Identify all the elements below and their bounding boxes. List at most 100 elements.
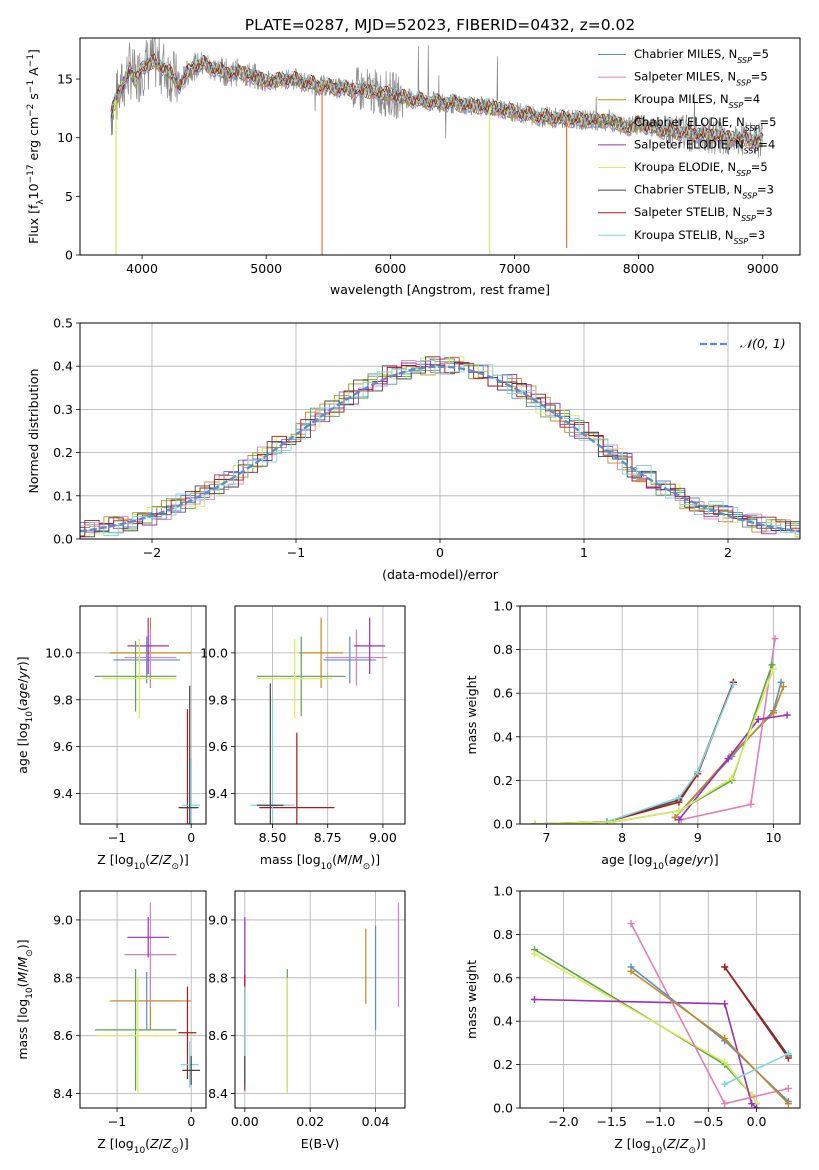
- legend-entry: 𝒩(0, 1): [740, 336, 786, 351]
- age-vs-Z-plot-area: [94, 617, 201, 824]
- errorbar-point-ke: [257, 638, 333, 719]
- y-axis-label: Flux [fλ10−17 erg cm−2 s−1 A−1]: [26, 49, 46, 244]
- y-tick-label: 10.0: [200, 645, 228, 660]
- mass-vs-EBV-plot-area: [244, 902, 400, 1094]
- weight-marker: [721, 1080, 729, 1088]
- y-tick-label: 10: [57, 130, 73, 145]
- weight-marker: [627, 920, 635, 928]
- weight-marker: [721, 1000, 729, 1008]
- weight-marker: [627, 967, 635, 975]
- x-tick-label: 9: [694, 830, 702, 845]
- x-axis-label: Z [log10(Z/Z⊙)]: [97, 852, 189, 872]
- x-axis-label: age [log10(age/yr)]: [601, 852, 718, 872]
- weight-line: [724, 966, 790, 1059]
- x-tick-label: 8: [618, 830, 626, 845]
- weight-line: [678, 714, 788, 821]
- residual-histogram-ss: [80, 362, 800, 537]
- x-tick-label: −0.5: [693, 1114, 723, 1129]
- mass-vs-Z-plot-area: [94, 902, 201, 1094]
- weight-marker: [748, 1100, 756, 1108]
- errorbar-point-ce: [257, 636, 346, 717]
- weight-line: [681, 638, 776, 821]
- residuals-panel: −2 −1 0 1 2 0.0 0.1 0.2 0.3 0.4 0.5 𝒩(0, 1) (data-mo…: [26, 316, 801, 582]
- y-axis-label: age [log10(age/yr)]: [15, 656, 35, 773]
- x-tick-label: 10: [766, 830, 782, 845]
- weight-series-km: [627, 967, 792, 1108]
- x-tick-label: 8.50: [259, 830, 287, 845]
- x-tick-label: 4000: [126, 261, 158, 276]
- y-tick-label: 0.0: [53, 532, 73, 547]
- axes-frame: [519, 890, 801, 1109]
- weight-marker: [747, 800, 755, 808]
- errorbar-point-sm: [124, 902, 177, 1007]
- y-tick-label: 8.8: [53, 970, 73, 985]
- x-tick-label: 9000: [747, 261, 779, 276]
- y-tick-label: 0.0: [493, 1101, 513, 1116]
- weight-line: [724, 1053, 789, 1085]
- y-tick-label: 0.0: [493, 817, 513, 832]
- mass-vs-EBV-panel: 0.00 0.02 0.04 8.4 8.6 8.8 9.0 E(B-V): [208, 890, 406, 1151]
- weight-line: [535, 682, 735, 824]
- weight-marker: [784, 1084, 792, 1092]
- errorbar-point-ce: [94, 969, 177, 1091]
- weight-vs-Z-plot-area: [530, 920, 792, 1108]
- weight-marker: [671, 813, 679, 821]
- axes-frame: [79, 605, 207, 825]
- y-tick-label: 0.2: [53, 445, 73, 460]
- residual-histogram-se: [80, 357, 800, 535]
- residuals-plot-area: [80, 356, 800, 538]
- x-tick-label: 5000: [250, 261, 282, 276]
- y-tick-label: 5: [65, 189, 73, 204]
- errorbar-point-ss: [259, 732, 335, 824]
- residual-histogram-ke: [80, 356, 800, 538]
- x-axis-label: mass [log10(M/M⊙)]: [260, 852, 380, 872]
- weight-vs-age-panel: 7 8 9 10 0.0 0.2 0.4 0.6 0.8 1.0 age [log10(age/yr…: [464, 599, 801, 872]
- weight-marker: [777, 678, 785, 686]
- errorbar-point-cs: [180, 685, 199, 824]
- weight-line: [630, 923, 789, 1105]
- errorbar-point-cs: [182, 1055, 201, 1085]
- weight-marker: [771, 635, 779, 643]
- age-vs-Z-panel: −1 0 9.4 9.6 9.8 10.0 Z [log10(Z/Z⊙)] age [log1…: [15, 605, 207, 872]
- y-tick-label: 0.6: [493, 686, 513, 701]
- y-tick-label: 9.8: [53, 692, 73, 707]
- legend-entry: Salpeter MILES, NSSP=5: [634, 70, 768, 88]
- errorbar-point-ke: [97, 977, 179, 1094]
- x-axis-label: (data-model)/error: [382, 567, 499, 582]
- axes-frame: [234, 605, 406, 825]
- errorbar-point-se: [354, 617, 386, 674]
- y-axis-label: mass weight: [464, 675, 479, 754]
- axes-frame: [234, 890, 406, 1109]
- y-axis-label: Normed distribution: [26, 369, 41, 494]
- weight-series-se: [530, 996, 761, 1108]
- y-tick-label: 9.4: [53, 786, 73, 801]
- y-axis-label: mass [log10(M/M⊙)]: [15, 939, 35, 1059]
- axes-frame: [519, 605, 801, 825]
- errorbar-point-ss: [178, 986, 197, 1080]
- axes-frame: [79, 322, 801, 540]
- weight-marker: [530, 950, 538, 958]
- x-tick-label: 0: [187, 830, 195, 845]
- weight-line: [535, 684, 735, 824]
- y-tick-label: 0.8: [493, 642, 513, 657]
- weight-marker: [675, 807, 683, 815]
- weight-line: [630, 970, 789, 1105]
- legend-entry: Salpeter STELIB, NSSP=3: [634, 205, 773, 223]
- weight-marker: [770, 665, 778, 673]
- y-tick-label: 9.6: [53, 739, 73, 754]
- weight-line: [535, 682, 735, 824]
- model-spectrum-cs: [110, 52, 764, 147]
- legend-entry: Kroupa MILES, NSSP=4: [634, 92, 760, 110]
- y-tick-label: 0.8: [493, 927, 513, 942]
- weight-marker: [721, 1058, 729, 1066]
- y-tick-label: 0.4: [493, 729, 513, 744]
- x-axis-label: Z [log10(Z/Z⊙)]: [614, 1136, 706, 1156]
- weight-marker: [784, 1100, 792, 1108]
- x-tick-label: 0: [187, 1114, 195, 1129]
- weight-marker: [694, 768, 702, 776]
- x-tick-label: 9.00: [369, 830, 397, 845]
- weight-series-sm: [677, 635, 779, 824]
- weight-line: [674, 686, 785, 819]
- weight-line: [535, 664, 773, 824]
